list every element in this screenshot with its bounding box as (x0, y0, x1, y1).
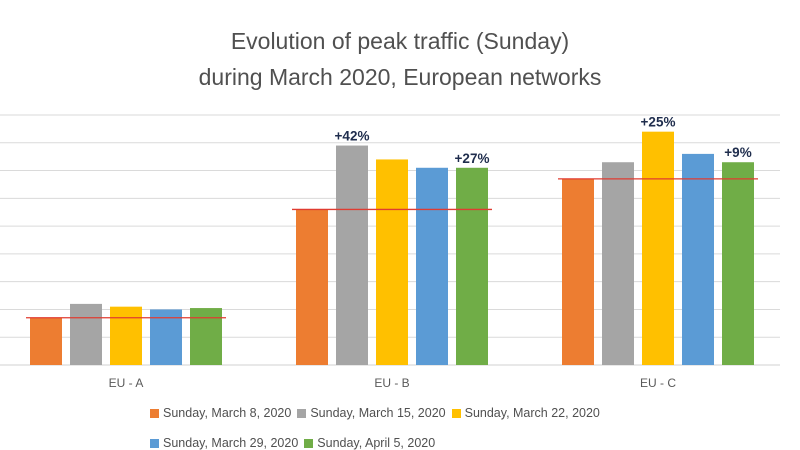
bar-3-4 (682, 153, 714, 365)
bar-2-3 (376, 159, 408, 365)
chart-title-line-2: during March 2020, European networks (198, 64, 602, 90)
x-tick-label-1: EU - A (109, 376, 144, 390)
bar-2-5 (456, 167, 488, 365)
legend-swatch-2 (297, 408, 307, 418)
bar-3-2 (602, 162, 634, 365)
legend-row-1: Sunday, March 8, 2020 Sunday, March 15, 2… (150, 406, 606, 420)
data-label-3: +25% (641, 115, 676, 130)
legend-item-2: Sunday, March 15, 2020 (297, 406, 446, 420)
legend-swatch-3 (451, 408, 461, 418)
legend-item-5: Sunday, April 5, 2020 (304, 436, 435, 450)
legend-swatch-5 (304, 438, 314, 448)
bar-1-3 (110, 306, 142, 365)
legend-label-4: Sunday, March 29, 2020 (163, 436, 299, 450)
legend-swatch-1 (150, 408, 159, 418)
legend-label-1: Sunday, March 8, 2020 (163, 406, 292, 420)
bar-3-1 (562, 178, 594, 365)
legend-label-2: Sunday, March 15, 2020 (310, 406, 446, 420)
bar-1-5 (190, 308, 222, 365)
legend-label-5: Sunday, April 5, 2020 (317, 436, 436, 450)
bar-1-4 (150, 309, 182, 365)
legend-item-3: Sunday, March 22, 2020 (451, 406, 600, 420)
chart-title-line-1: Evolution of peak traffic (Sunday) (230, 28, 570, 54)
legend-swatch-4 (150, 438, 159, 448)
x-tick-label-3: EU - C (640, 376, 676, 390)
bar-1-2 (70, 303, 102, 365)
legend-row-2: Sunday, March 29, 2020 Sunday, April 5, 2… (150, 436, 441, 450)
data-label-2: +27% (455, 151, 490, 166)
bar-2-1 (296, 209, 328, 365)
x-tick-label-2: EU - B (374, 376, 409, 390)
legend-item-1: Sunday, March 8, 2020 (150, 406, 291, 420)
legend-item-4: Sunday, March 29, 2020 (150, 436, 298, 450)
legend-label-3: Sunday, March 22, 2020 (464, 406, 600, 420)
bar-2-4 (416, 167, 448, 365)
bar-2-2 (336, 145, 368, 365)
data-label-4: +9% (724, 145, 751, 160)
bar-3-5 (722, 162, 754, 365)
bar-3-3 (642, 131, 674, 365)
data-label-1: +42% (335, 129, 370, 144)
bar-1-1 (30, 317, 62, 365)
